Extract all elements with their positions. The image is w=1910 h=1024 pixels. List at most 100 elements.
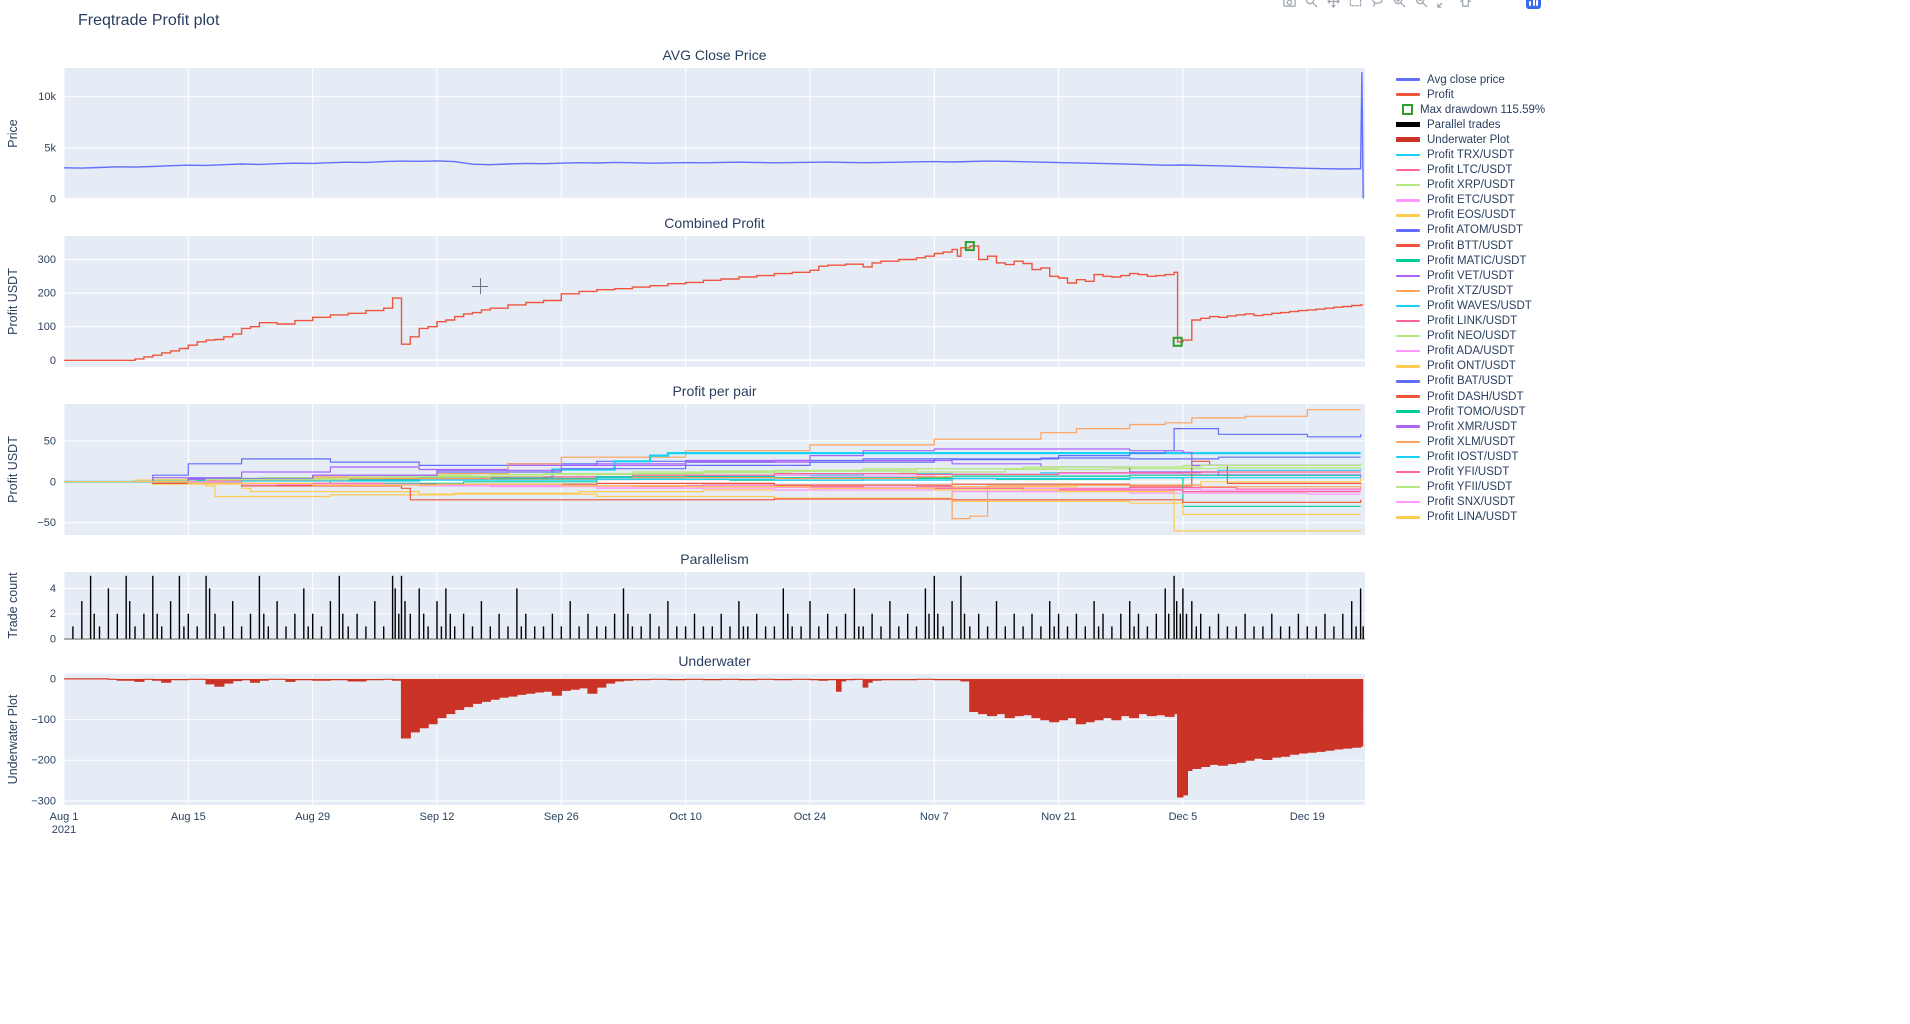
pan-icon[interactable] — [1326, 0, 1341, 9]
trade-count-bar — [1271, 613, 1273, 639]
trade-count-bar — [1049, 601, 1051, 639]
legend-item[interactable]: Profit IOST/USDT — [1396, 449, 1545, 464]
legend-item[interactable]: Underwater Plot — [1396, 132, 1545, 147]
trade-count-bar — [356, 613, 358, 639]
legend-item[interactable]: Profit DASH/USDT — [1396, 389, 1545, 404]
legend-item[interactable]: Profit EOS/USDT — [1396, 208, 1545, 223]
max-drawdown-marker — [964, 241, 975, 252]
box-select-icon[interactable] — [1348, 0, 1363, 9]
trade-count-bar — [1342, 613, 1344, 639]
camera-icon[interactable] — [1282, 0, 1297, 9]
trade-count-bar — [329, 601, 332, 639]
trade-count-bar — [1120, 613, 1122, 639]
legend-item[interactable]: Profit MATIC/USDT — [1396, 253, 1545, 268]
trade-count-bar — [898, 626, 900, 639]
zoom-icon[interactable] — [1304, 0, 1319, 9]
legend-item[interactable]: Profit NEO/USDT — [1396, 329, 1545, 344]
legend-item[interactable]: Profit LINA/USDT — [1396, 510, 1545, 525]
trade-count-bar — [1053, 626, 1055, 639]
legend-item[interactable]: Profit XRP/USDT — [1396, 178, 1545, 193]
trade-count-bar — [418, 588, 420, 639]
legend-item[interactable]: Profit ONT/USDT — [1396, 359, 1545, 374]
trade-count-bar — [933, 575, 935, 639]
legend-item[interactable]: Profit ATOM/USDT — [1396, 223, 1545, 238]
trade-count-bar — [520, 626, 522, 639]
legend-item[interactable]: Profit ADA/USDT — [1396, 344, 1545, 359]
legend-label: Profit XLM/USDT — [1427, 435, 1516, 448]
legend-item[interactable]: Profit BTT/USDT — [1396, 238, 1545, 253]
legend-item[interactable]: Parallel trades — [1396, 117, 1545, 132]
trade-count-bar — [1217, 613, 1220, 639]
legend-item[interactable]: Profit VET/USDT — [1396, 268, 1545, 283]
legend-line-swatch — [1396, 365, 1420, 368]
trade-count-bar — [240, 626, 243, 639]
legend-item[interactable]: Profit TOMO/USDT — [1396, 404, 1545, 419]
trade-count-bar — [205, 575, 207, 639]
trade-count-bar — [742, 626, 745, 639]
legend-item[interactable]: Profit YFII/USDT — [1396, 480, 1545, 495]
legend-label: Profit LINK/USDT — [1427, 315, 1518, 328]
legend-item[interactable]: Profit SNX/USDT — [1396, 495, 1545, 510]
subplot-profit-per-pair[interactable]: −50 0 50 Profit per pair Profit USDT — [6, 383, 1365, 535]
trade-count-bar — [791, 626, 793, 639]
x-tick-label: Oct 24 — [794, 811, 826, 823]
legend-item[interactable]: Profit LINK/USDT — [1396, 314, 1545, 329]
legend-item[interactable]: Profit XLM/USDT — [1396, 434, 1545, 449]
legend-line-swatch — [1396, 289, 1420, 293]
trade-count-bar — [596, 626, 598, 639]
subplot-parallelism[interactable]: 0 2 4 Parallelism Trade count — [6, 551, 1365, 646]
y-tick-label: 5k — [44, 142, 56, 154]
legend-item[interactable]: Profit YFI/USDT — [1396, 464, 1545, 479]
trade-count-bar — [1179, 613, 1181, 639]
legend-item[interactable]: Avg close price — [1396, 72, 1545, 87]
trade-count-bar — [394, 588, 396, 639]
legend-item[interactable]: Profit ETC/USDT — [1396, 193, 1545, 208]
subplot-avg-close-price[interactable]: 0 5k 10k AVG Close Price Price — [6, 47, 1365, 206]
legend-line-swatch — [1396, 319, 1420, 323]
legend-item[interactable]: Profit TRX/USDT — [1396, 147, 1545, 162]
legend-item[interactable]: Profit WAVES/USDT — [1396, 298, 1545, 313]
legend-label: Profit ATOM/USDT — [1427, 224, 1524, 237]
lasso-icon[interactable] — [1370, 0, 1385, 9]
legend-item[interactable]: Profit LTC/USDT — [1396, 163, 1545, 178]
legend-line-swatch — [1396, 425, 1420, 428]
reset-axes-icon[interactable] — [1458, 0, 1473, 9]
legend-item[interactable]: Profit XMR/USDT — [1396, 419, 1545, 434]
plotly-logo-icon[interactable] — [1526, 0, 1541, 9]
trade-count-bar — [347, 626, 349, 639]
trade-count-bar — [93, 613, 95, 639]
plot-background — [64, 572, 1365, 639]
trade-count-bar — [81, 601, 83, 639]
trade-count-bar — [1146, 626, 1149, 639]
zoom-out-icon[interactable] — [1414, 0, 1429, 9]
series-profit-snx-usdt — [64, 481, 1361, 495]
trade-count-bar — [276, 601, 278, 639]
trade-count-bar — [960, 575, 962, 639]
trade-count-bar — [1057, 613, 1060, 639]
trade-count-bar — [622, 588, 625, 639]
subplot-combined-profit[interactable]: 0 100 200 300 Combined Profit Profit USDT — [6, 215, 1365, 367]
trade-count-bar — [1133, 626, 1135, 639]
trade-count-bar — [1200, 613, 1202, 639]
legend-line-swatch — [1396, 395, 1420, 398]
subplot-underwater[interactable]: 0 −100 −200 −300 Underwater Underwater Plot Au… — [6, 653, 1365, 836]
trade-count-bar — [107, 588, 110, 639]
series-profit-xmr-usdt — [64, 448, 1361, 483]
autoscale-icon[interactable] — [1436, 0, 1451, 9]
trade-count-bar — [1176, 601, 1178, 639]
zoom-in-icon[interactable] — [1392, 0, 1407, 9]
legend-line-swatch — [1396, 93, 1420, 96]
legend-item[interactable]: Profit XTZ/USDT — [1396, 283, 1545, 298]
legend-label: Profit BTT/USDT — [1427, 239, 1514, 252]
trade-count-bar — [214, 613, 216, 639]
trade-count-bar — [89, 575, 92, 639]
legend-label: Profit MATIC/USDT — [1427, 254, 1527, 267]
trade-count-bar — [1297, 613, 1300, 639]
trade-count-bar — [747, 626, 749, 639]
trade-count-bar — [711, 626, 713, 639]
legend-item[interactable]: Max drawdown 115.59% — [1396, 102, 1545, 117]
legend-item[interactable]: Profit BAT/USDT — [1396, 374, 1545, 389]
trade-count-bar — [161, 626, 163, 639]
legend-item[interactable]: Profit — [1396, 87, 1545, 102]
